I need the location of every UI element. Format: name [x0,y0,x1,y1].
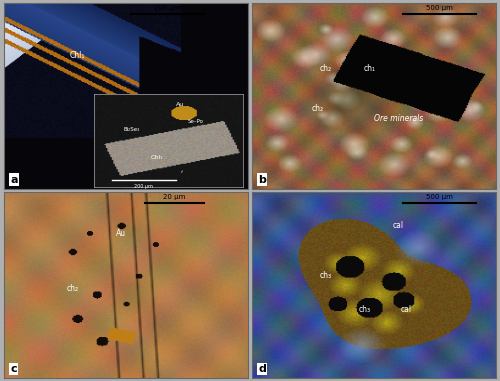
Text: 500 μm: 500 μm [426,5,454,11]
Text: 500 μm: 500 μm [426,194,454,200]
Text: ch₂: ch₂ [66,284,78,293]
Text: Ore minerals: Ore minerals [374,114,423,123]
Text: 20 μm: 20 μm [164,194,186,200]
Text: b: b [258,174,266,184]
Text: cal: cal [400,305,411,314]
Text: ch₂: ch₂ [320,64,332,72]
Text: ch₃: ch₃ [320,271,332,280]
Text: a: a [10,174,18,184]
Text: 200 μm: 200 μm [154,5,181,11]
Text: d: d [258,363,266,374]
Text: c: c [10,363,17,374]
Text: Chl₁: Chl₁ [70,51,85,59]
Text: ch₂: ch₂ [312,104,324,114]
Text: ch₃: ch₃ [358,305,370,314]
Text: ch₁: ch₁ [363,64,375,72]
Text: Au: Au [116,229,126,237]
Text: cal: cal [393,221,404,230]
